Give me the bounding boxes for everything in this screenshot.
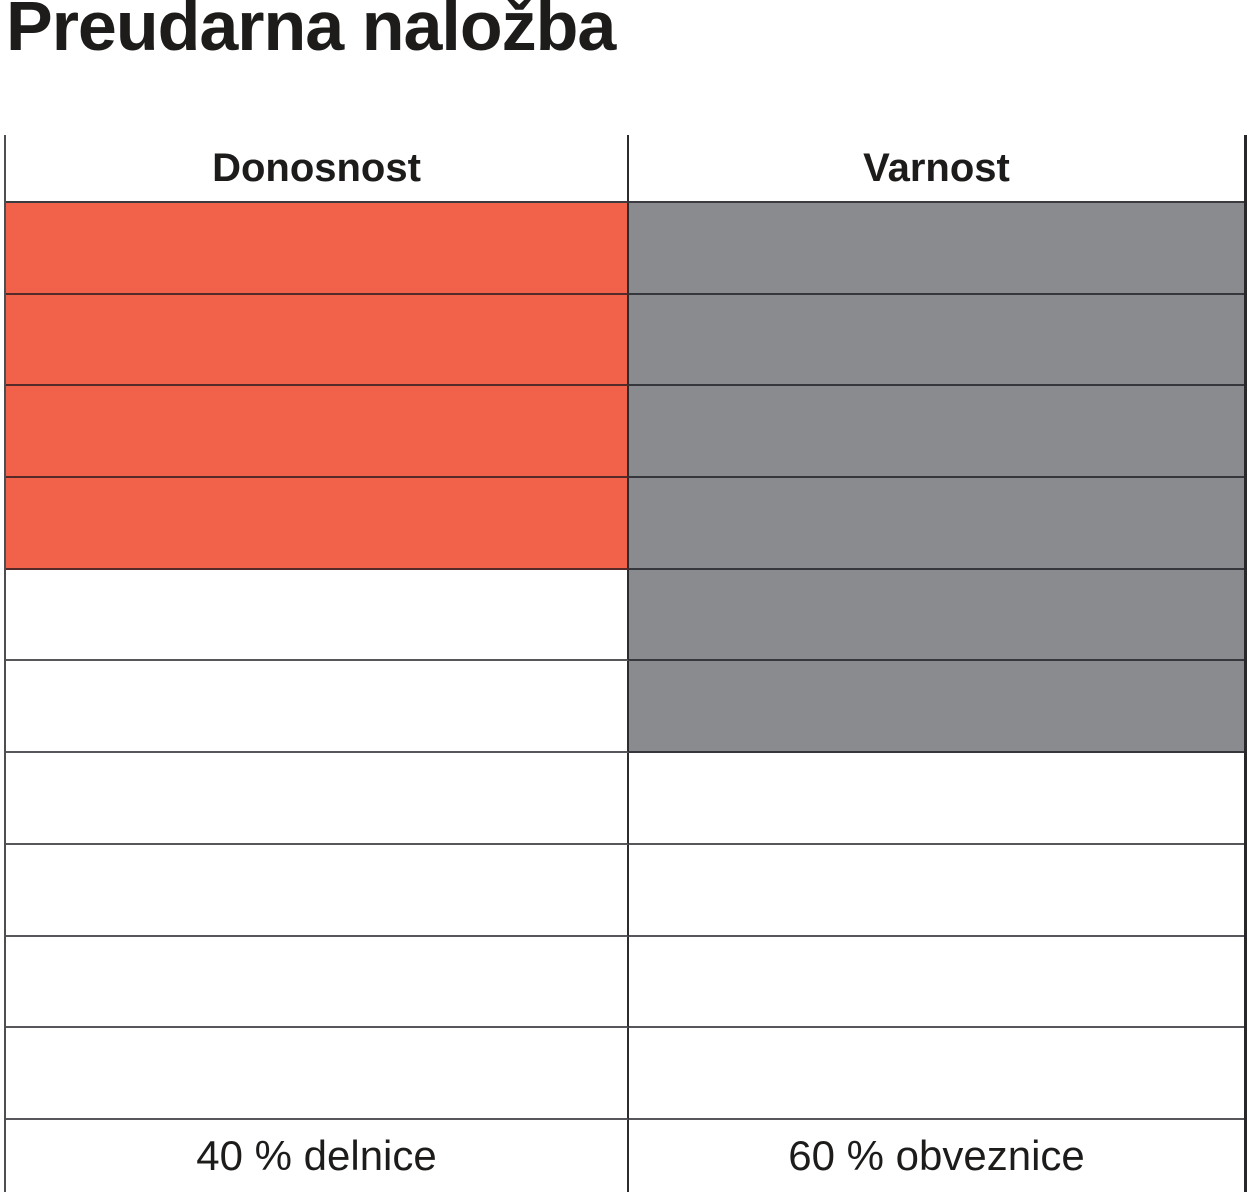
segment-row — [6, 936, 1244, 1029]
segment-cell-donosnost — [6, 936, 629, 1029]
segment-cell-varnost — [629, 478, 1244, 570]
segment-cell-varnost — [629, 386, 1244, 479]
segment-row — [6, 386, 1244, 479]
segment-cell-donosnost — [6, 478, 629, 570]
segment-cell-donosnost — [6, 844, 629, 937]
allocation-table: Donosnost Varnost 40 % delnice 60 % obve… — [4, 135, 1247, 1192]
segment-row — [6, 294, 1244, 387]
table-header-row: Donosnost Varnost — [6, 135, 1244, 203]
segment-cell-varnost — [629, 569, 1244, 662]
segment-row — [6, 569, 1244, 662]
segment-cell-varnost — [629, 203, 1244, 295]
segment-row — [6, 753, 1244, 845]
page-title: Preudarna naložba — [6, 0, 616, 65]
segment-cell-donosnost — [6, 203, 629, 295]
segment-row — [6, 478, 1244, 570]
segment-cell-varnost — [629, 753, 1244, 845]
segment-cell-varnost — [629, 661, 1244, 754]
segment-cell-donosnost — [6, 753, 629, 845]
segment-cell-varnost — [629, 1028, 1244, 1120]
segment-grid — [6, 203, 1244, 1120]
segment-cell-varnost — [629, 844, 1244, 937]
footer-label-delnice: 40 % delnice — [6, 1119, 629, 1192]
segment-cell-donosnost — [6, 661, 629, 754]
segment-row — [6, 844, 1244, 937]
footer-label-obveznice: 60 % obveznice — [788, 1131, 1085, 1179]
segment-cell-donosnost — [6, 569, 629, 662]
segment-cell-varnost — [629, 294, 1244, 387]
segment-row — [6, 1028, 1244, 1120]
column-header-varnost: Varnost — [629, 135, 1244, 203]
segment-row — [6, 203, 1244, 295]
segment-cell-donosnost — [6, 1028, 629, 1120]
segment-cell-varnost — [629, 936, 1244, 1029]
column-header-donosnost: Donosnost — [6, 135, 629, 203]
segment-cell-donosnost — [6, 386, 629, 479]
segment-cell-donosnost — [6, 294, 629, 387]
table-footer-row: 40 % delnice 60 % obveznice — [6, 1119, 1244, 1192]
segment-row — [6, 661, 1244, 754]
